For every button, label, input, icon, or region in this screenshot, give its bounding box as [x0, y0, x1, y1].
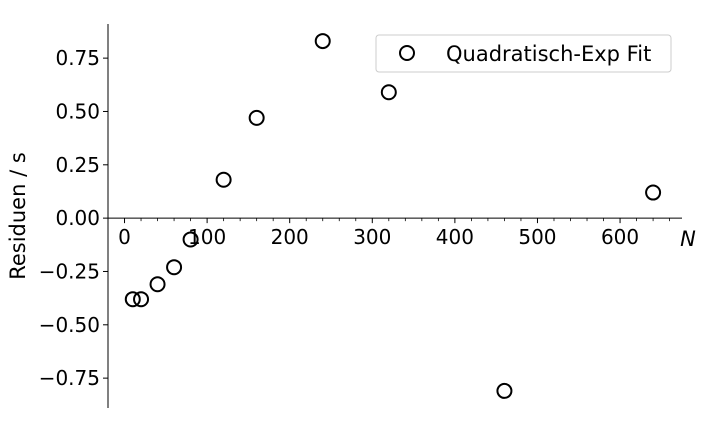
y-axis-label: Residuen / s: [6, 152, 30, 280]
data-point: [380, 84, 397, 101]
x-tick-label: 200: [271, 225, 309, 249]
data-point: [496, 382, 513, 399]
x-tick-label: 500: [518, 225, 556, 249]
legend: Quadratisch-Exp Fit: [375, 34, 672, 73]
data-points: [124, 33, 662, 399]
axes: [107, 24, 682, 408]
y-tick-label: −0.25: [39, 259, 100, 283]
data-point: [166, 259, 183, 276]
y-tick-label: 0.75: [55, 46, 100, 70]
y-tick-label: 0.50: [55, 99, 100, 123]
y-tick-label: −0.75: [39, 366, 100, 390]
x-tick-label: 600: [601, 225, 639, 249]
x-tick-label: 0: [118, 225, 131, 249]
x-axis-label: N: [680, 227, 696, 251]
y-tick-label: −0.50: [39, 313, 100, 337]
x-tick-label: 300: [353, 225, 391, 249]
data-point: [133, 291, 150, 308]
x-tick-label: 400: [436, 225, 474, 249]
y-tick-label: 0.00: [55, 206, 100, 230]
data-point: [149, 276, 166, 293]
data-point: [182, 231, 199, 248]
data-point: [248, 109, 265, 126]
legend-label: Quadratisch-Exp Fit: [446, 42, 651, 66]
data-point: [645, 184, 662, 201]
y-tick-label: 0.25: [55, 153, 100, 177]
ticks: 0 100 200 300 400 500 600−0.75−0.50−0.250.000.…: [39, 46, 671, 390]
legend-frame: [375, 34, 672, 73]
data-point: [314, 33, 331, 50]
legend-marker: [399, 45, 415, 61]
data-point: [215, 171, 232, 188]
data-point: [124, 291, 141, 308]
